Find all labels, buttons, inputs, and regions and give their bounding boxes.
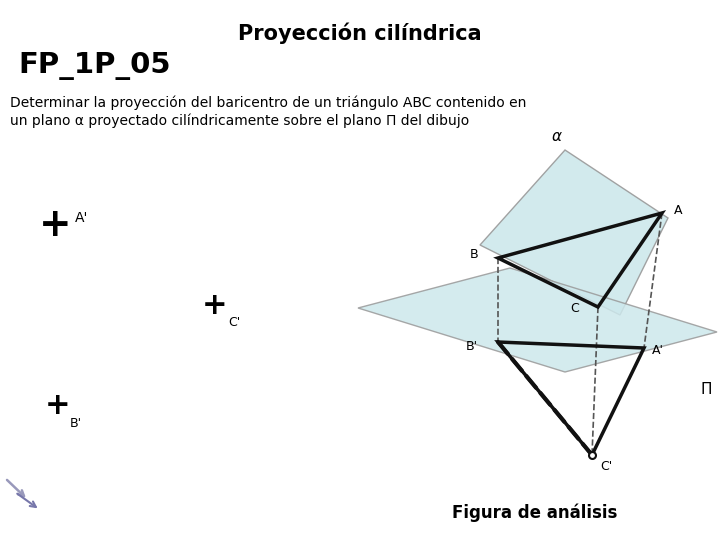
Text: C': C' <box>600 461 612 474</box>
Text: B': B' <box>70 417 82 430</box>
Text: B': B' <box>466 340 478 353</box>
Text: C: C <box>570 302 579 315</box>
Text: α: α <box>552 129 562 144</box>
Text: Figura de análisis: Figura de análisis <box>452 503 618 522</box>
Text: A: A <box>674 205 683 218</box>
Text: un plano α proyectado cilíndricamente sobre el plano Π del dibujo: un plano α proyectado cilíndricamente so… <box>10 113 469 127</box>
Text: FP_1P_05: FP_1P_05 <box>18 52 171 80</box>
Text: A': A' <box>75 211 89 225</box>
Text: +: + <box>39 206 71 244</box>
Text: Proyección cilíndrica: Proyección cilíndrica <box>238 22 482 44</box>
Text: B: B <box>470 247 479 260</box>
Text: Determinar la proyección del baricentro de un triángulo ABC contenido en: Determinar la proyección del baricentro … <box>10 95 526 110</box>
Text: +: + <box>45 390 71 420</box>
Text: C': C' <box>228 316 240 329</box>
Text: Π: Π <box>700 382 711 397</box>
Text: +: + <box>202 291 228 320</box>
Polygon shape <box>480 150 668 315</box>
Polygon shape <box>358 268 717 372</box>
Text: A': A' <box>652 343 664 356</box>
